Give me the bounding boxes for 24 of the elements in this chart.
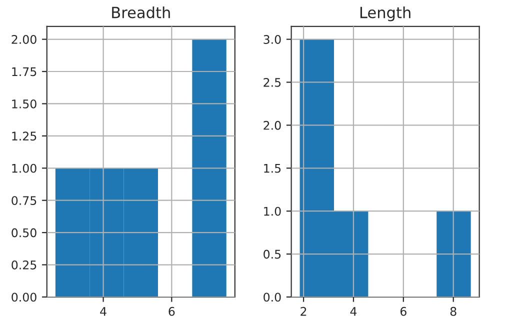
y-tick-label: 1.50 bbox=[12, 99, 36, 108]
y-tick-label: 3.0 bbox=[264, 35, 281, 44]
y-tick-label: 2.0 bbox=[264, 120, 281, 130]
x-tick-label: 4 bbox=[100, 307, 106, 316]
x-tick-label: 8 bbox=[450, 306, 456, 316]
y-tick-label: 0.25 bbox=[12, 260, 36, 270]
x-tick-label: 6 bbox=[168, 306, 175, 316]
y-tick-label: 1.75 bbox=[12, 67, 36, 76]
y-tick-label: 0.50 bbox=[12, 228, 36, 238]
y-tick-label: 2.00 bbox=[12, 35, 36, 44]
x-tick-label: 6 bbox=[400, 306, 406, 316]
y-tick-label: 0.75 bbox=[12, 196, 36, 206]
y-tick-label: 2.5 bbox=[264, 78, 281, 87]
x-tick-label: 2 bbox=[300, 306, 306, 316]
y-tick-label: 1.0 bbox=[264, 206, 281, 216]
y-tick-label: 0.5 bbox=[264, 250, 281, 259]
y-tick-label: 1.00 bbox=[12, 164, 36, 173]
y-tick-label: 1.5 bbox=[264, 164, 281, 173]
chart-title: Length bbox=[360, 6, 410, 22]
x-tick-label: 4 bbox=[350, 307, 357, 316]
y-tick-label: 0.0 bbox=[264, 292, 281, 302]
chart-title: Breadth bbox=[112, 6, 170, 18]
y-tick-label: 0.00 bbox=[12, 292, 36, 302]
y-tick-label: 1.25 bbox=[12, 132, 36, 141]
